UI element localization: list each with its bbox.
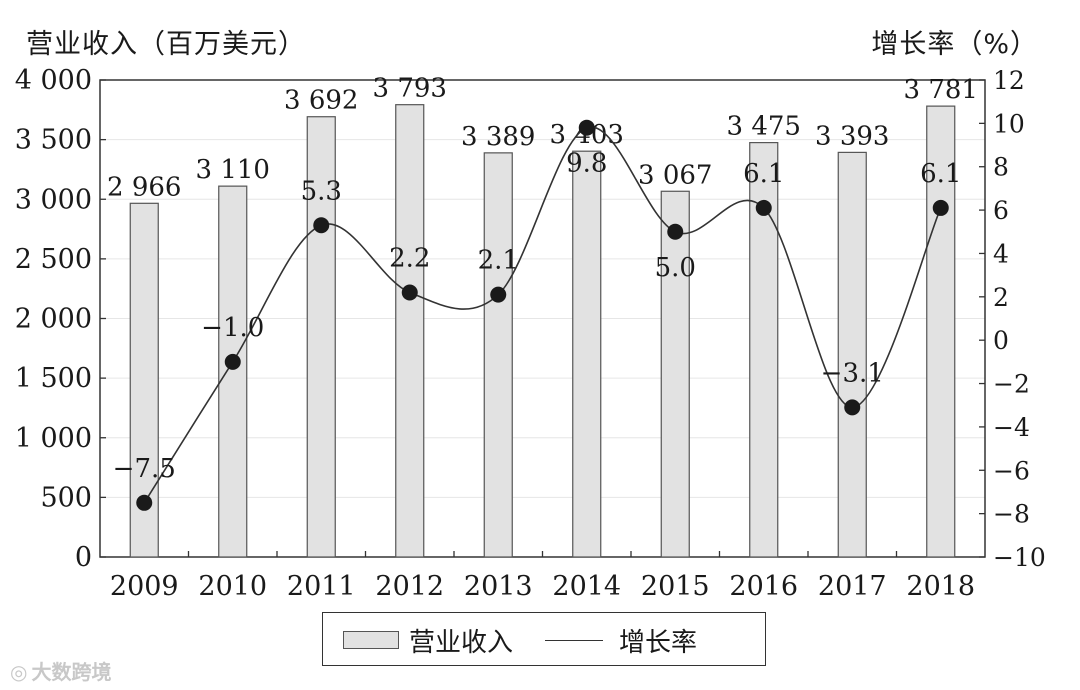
- x-tick-label: 2010: [198, 571, 267, 602]
- left-tick-label: 0: [75, 542, 92, 573]
- right-tick-label: 6: [993, 196, 1009, 225]
- x-tick-label: 2012: [375, 571, 444, 602]
- watermark-logo-icon: ◎: [10, 660, 28, 684]
- growth-value-label: −3.1: [821, 358, 884, 388]
- x-tick-label: 2009: [110, 571, 179, 602]
- bar: [395, 104, 425, 558]
- watermark-text: 大数跨境: [31, 660, 112, 684]
- bar: [660, 190, 690, 558]
- growth-value-label: 2.2: [389, 243, 430, 273]
- growth-line: [143, 126, 942, 504]
- growth-point: [136, 494, 153, 511]
- left-tick-label: 1 500: [15, 363, 92, 394]
- x-tick-label: 2017: [818, 571, 887, 602]
- right-tick-label: −2: [993, 370, 1030, 399]
- watermark: ◎ 大数跨境: [10, 656, 111, 685]
- x-tick-label: 2015: [641, 571, 710, 602]
- growth-point: [844, 399, 861, 416]
- left-tick-label: 2 000: [15, 304, 92, 335]
- left-tick-label: 3 000: [15, 184, 92, 215]
- bar-value-label: 2 966: [107, 172, 181, 202]
- right-tick-label: 4: [993, 239, 1009, 268]
- legend-bar-label: 营业收入: [409, 628, 514, 658]
- bar: [572, 150, 602, 558]
- left-tick-label: 2 500: [15, 244, 92, 275]
- bar-value-label: 3 393: [815, 121, 889, 151]
- bar-value-label: 3 475: [727, 112, 801, 142]
- x-tick-label: 2018: [906, 571, 975, 602]
- growth-value-label: 5.3: [301, 176, 342, 206]
- growth-point: [224, 353, 241, 370]
- right-tick-label: −4: [993, 413, 1030, 442]
- x-tick-label: 2011: [287, 571, 356, 602]
- right-tick-label: −8: [993, 500, 1030, 529]
- left-axis-title: 营业收入（百万美元）: [26, 29, 306, 60]
- growth-point: [313, 217, 330, 234]
- x-tick-label: 2013: [464, 571, 533, 602]
- legend-bar-swatch: [343, 631, 399, 649]
- growth-value-label: 6.1: [920, 159, 961, 189]
- bar: [837, 151, 867, 558]
- left-tick-label: 500: [40, 482, 92, 513]
- bar-value-label: 3 389: [461, 122, 535, 152]
- right-tick-label: −6: [993, 456, 1030, 485]
- right-tick-label: −10: [993, 543, 1046, 572]
- legend: 营业收入 增长率: [322, 612, 766, 666]
- left-tick-label: 1 000: [15, 423, 92, 454]
- right-axis-title: 增长率（%）: [871, 29, 1038, 60]
- right-tick-label: 12: [993, 66, 1025, 95]
- growth-point: [401, 284, 418, 301]
- bar: [306, 116, 336, 558]
- bar-value-label: 3 781: [904, 75, 978, 105]
- growth-value-label: −1.0: [201, 313, 264, 343]
- growth-value-label: 5.0: [655, 253, 696, 283]
- bar-value-label: 3 067: [638, 160, 712, 190]
- growth-point: [490, 286, 507, 303]
- right-tick-label: 8: [993, 153, 1009, 182]
- right-tick-label: 10: [993, 109, 1025, 138]
- left-tick-label: 3 500: [15, 125, 92, 156]
- right-tick-label: 0: [993, 326, 1009, 355]
- bar-value-label: 3 793: [373, 74, 447, 104]
- growth-value-label: 9.8: [566, 149, 607, 179]
- legend-line-label: 增长率: [619, 628, 698, 658]
- x-tick-label: 2016: [729, 571, 798, 602]
- growth-value-label: −7.5: [113, 454, 176, 484]
- left-tick-label: 4 000: [15, 65, 92, 96]
- growth-point: [667, 223, 684, 240]
- growth-point: [755, 199, 772, 216]
- right-tick-label: 2: [993, 283, 1009, 312]
- bar-value-label: 3 692: [284, 86, 358, 116]
- growth-value-label: 2.1: [478, 246, 519, 276]
- x-tick-label: 2014: [552, 571, 621, 602]
- bar: [218, 185, 248, 558]
- growth-value-label: 6.1: [743, 159, 784, 189]
- legend-line-swatch: [545, 640, 603, 641]
- growth-point: [578, 119, 595, 136]
- bar-value-label: 3 110: [196, 155, 270, 185]
- growth-point: [932, 199, 949, 216]
- bar: [926, 105, 956, 558]
- bar: [483, 152, 513, 558]
